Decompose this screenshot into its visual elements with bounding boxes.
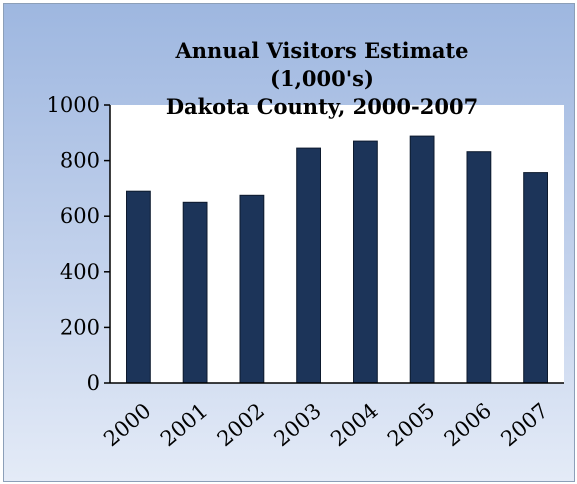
x-labels-group: 2000 2001 2002 2003 2004 2005 2006 2007 xyxy=(99,398,553,451)
y-tick-label-200: 200 xyxy=(60,315,100,339)
y-tick-label-600: 600 xyxy=(60,204,100,228)
x-tick-label-2003: 2003 xyxy=(269,398,325,451)
x-tick-label-2004: 2004 xyxy=(326,398,382,451)
x-tick-label-2007: 2007 xyxy=(496,398,552,451)
bar-2007 xyxy=(523,172,549,384)
chart-title-line-2: (1,000's) xyxy=(270,66,374,91)
x-tick-label-2002: 2002 xyxy=(213,398,269,451)
bar-2005 xyxy=(409,135,435,384)
bar-2001 xyxy=(182,201,208,384)
chart-title-line-3: Dakota County, 2000-2007 xyxy=(166,94,478,119)
chart-frame: 0 200 400 600 800 1000 2000 2001 2002 2003 2004 20… xyxy=(3,3,575,482)
chart-title-line-1: Annual Visitors Estimate xyxy=(175,38,469,63)
x-tick-label-2005: 2005 xyxy=(383,398,439,451)
bar-2006 xyxy=(466,151,492,384)
y-tick-label-1000: 1000 xyxy=(47,93,100,117)
bar-2002 xyxy=(239,194,265,384)
y-tick-label-0: 0 xyxy=(87,371,100,395)
bar-2004 xyxy=(353,140,378,384)
y-tick-label-800: 800 xyxy=(60,149,100,173)
bars-group xyxy=(126,135,549,384)
x-tick-label-2000: 2000 xyxy=(99,398,155,451)
x-tick-label-2001: 2001 xyxy=(156,398,212,451)
bar-2000 xyxy=(126,190,151,384)
bar-2003 xyxy=(296,147,322,384)
x-tick-label-2006: 2006 xyxy=(440,398,496,451)
plot-area xyxy=(110,105,564,383)
y-tick-label-400: 400 xyxy=(60,260,100,284)
y-ticks-group: 0 200 400 600 800 1000 xyxy=(47,93,110,395)
chart-title: Annual Visitors Estimate (1,000's) Dakot… xyxy=(166,38,478,119)
